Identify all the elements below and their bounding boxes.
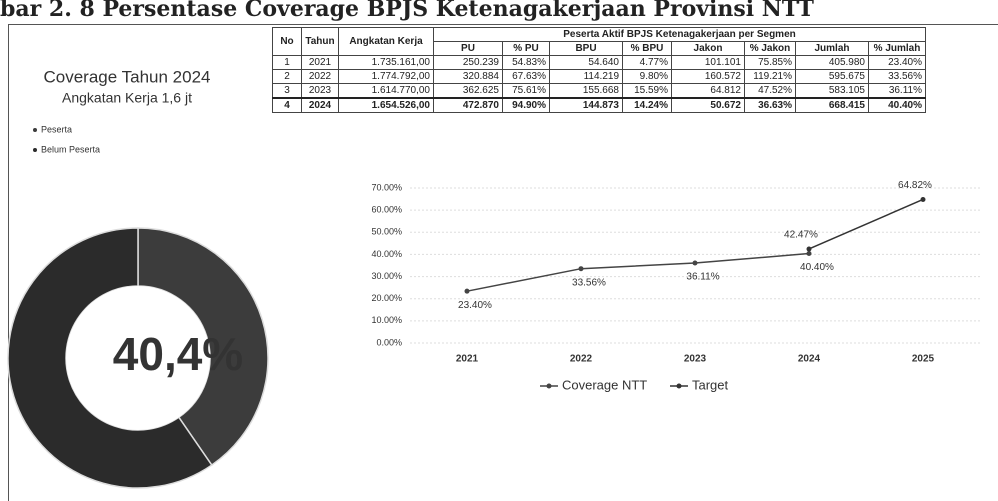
x-tick-label: 2023 [684, 354, 707, 365]
table-row: 2 2022 1.774.792,00 320.884 67.63% 114.219 9.8… [272, 69, 926, 84]
y-tick-label: 40.00% [371, 249, 402, 259]
table-row: 1 2021 1.735.161,00 250.239 54.83% 54.640 4.77… [272, 55, 926, 70]
table-row: 4 2024 1.654.526,00 472.870 94.90% 144.873 14.… [272, 97, 926, 113]
y-tick-label: 60.00% [371, 205, 402, 215]
y-tick-label: 10.00% [371, 315, 402, 325]
column-header: Tahun [301, 27, 339, 56]
legend-marker [33, 148, 37, 152]
pie-subtitle: Angkatan Kerja 1,6 jt [62, 90, 192, 106]
value-label: 42.47% [784, 230, 818, 241]
y-tick-label: 30.00% [371, 271, 402, 281]
header-row: PU% PU BPU% BPU Jakon% Jakon Jumlah% Jumlah [273, 41, 926, 56]
table-cell: 67.63% [502, 69, 550, 84]
value-label: 40.40% [800, 262, 834, 273]
table-cell: 2024 [301, 97, 339, 113]
table-cell: 2022 [301, 69, 339, 84]
table-cell: 14.24% [622, 97, 672, 113]
table-cell: 160.572 [671, 69, 745, 84]
legend-label: Coverage NTT [562, 377, 647, 392]
table-cell: 1.774.792,00 [338, 69, 434, 84]
y-tick-label: 70.00% [371, 182, 402, 192]
value-label: 36.11% [686, 272, 719, 283]
x-tick-label: 2021 [456, 354, 479, 365]
legend-marker [33, 128, 37, 132]
value-label: 33.56% [572, 277, 606, 288]
table-cell: 40.40% [868, 97, 926, 113]
table-cell: 94.90% [502, 97, 550, 113]
y-tick-label: 20.00% [371, 293, 402, 303]
table-cell: 9.80% [622, 69, 672, 84]
y-tick-label: 0.00% [376, 337, 402, 347]
value-label: 64.82% [898, 180, 932, 191]
legend-marker [676, 383, 682, 389]
legend-marker [546, 383, 552, 389]
table-cell: 33.56% [868, 69, 926, 84]
value-label: 23.40% [458, 300, 492, 311]
table-cell: 1.654.526,00 [338, 97, 434, 113]
x-tick-label: 2025 [912, 354, 935, 365]
legend-label: Peserta [41, 124, 72, 134]
line [808, 198, 924, 250]
heading: bar 2. 8 Persentase Coverage BPJS Ketena… [0, 0, 814, 22]
point [806, 251, 812, 257]
column-header: No [272, 27, 302, 56]
table: No Tahun Angkatan Kerja Peserta Aktif BPJS … [272, 27, 926, 113]
frame [8, 24, 998, 501]
x-tick-label: 2024 [798, 354, 821, 365]
pie-hole [66, 286, 210, 430]
table-cell: 119.21% [744, 69, 796, 84]
line [466, 252, 810, 292]
legend-label: Belum Peserta [41, 144, 100, 154]
table-cell: 36.63% [744, 97, 796, 113]
center-label: 40,4% [113, 328, 243, 380]
y-tick-label: 50.00% [371, 227, 402, 237]
table-cell: 668.415 [795, 97, 869, 113]
pie-title: Coverage Tahun 2024 [44, 67, 211, 86]
x-tick-label: 2022 [570, 354, 593, 365]
table-row: 3 2023 1.614.770,00 362.625 75.61% 155.668 15.… [272, 83, 926, 99]
legend-label: Target [692, 377, 729, 392]
table-cell: 144.873 [549, 97, 623, 113]
